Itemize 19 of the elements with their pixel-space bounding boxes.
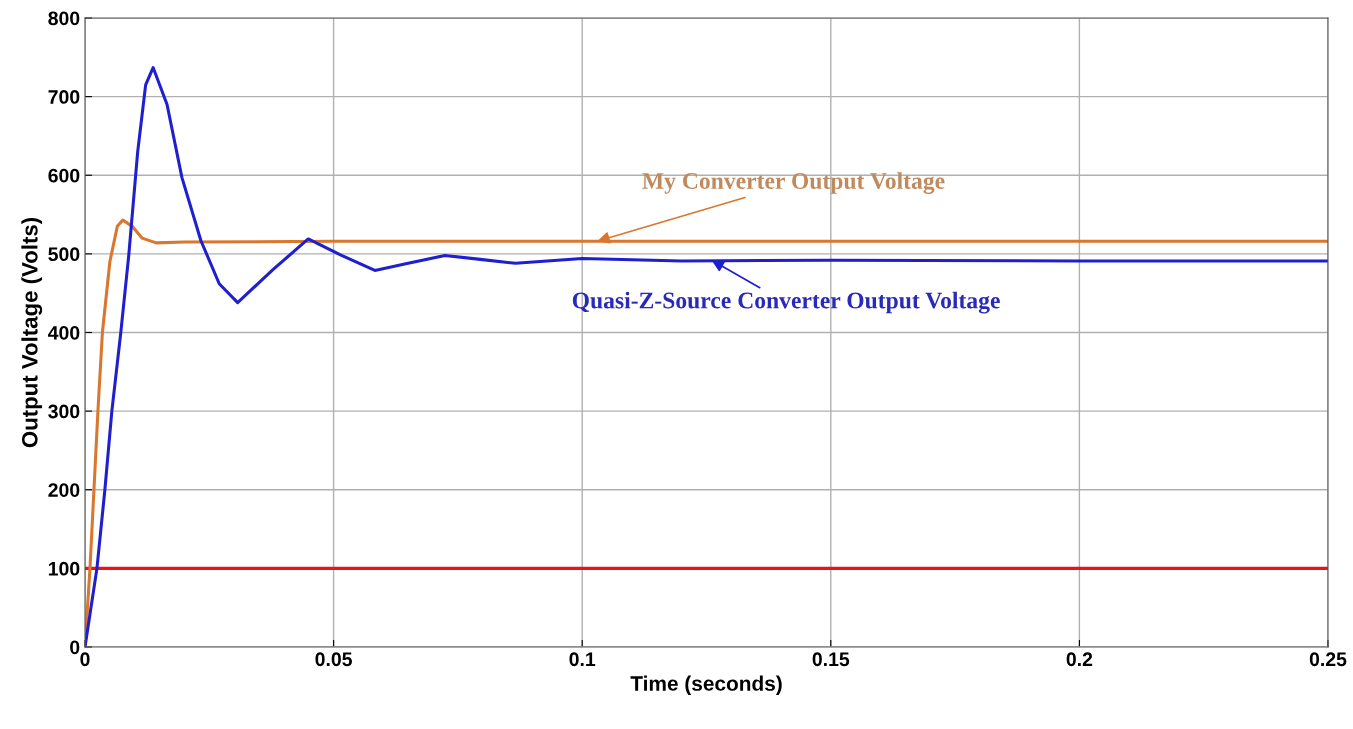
annotation: My Converter Output Voltage [642, 172, 945, 194]
y-tick-label: 300 [48, 404, 80, 419]
y-tick-label: 700 [48, 90, 80, 104]
y-tick-label: 800 [48, 11, 80, 26]
y-tick-label: 200 [48, 483, 80, 497]
y-tick-label: 400 [47, 325, 80, 340]
y-tick-label: 600 [48, 168, 80, 183]
y-tick-label: 500 [48, 247, 80, 262]
annotation: Quasi-Z-Source Converter Output Voltage [572, 291, 1000, 314]
x-tick-label: 0.15 [812, 652, 850, 667]
y-tick-label: 0 [70, 640, 80, 655]
x-axis-title: Time (seconds) [630, 675, 782, 695]
x-tick-label: 0.25 [1309, 652, 1347, 667]
x-tick-label: 0.1 [569, 652, 596, 667]
x-tick-label: 0 [80, 652, 90, 667]
x-tick-label: 0.2 [1066, 652, 1093, 667]
y-tick-label: 100 [48, 561, 80, 576]
y-axis-title: Output Voltage (Volts) [21, 217, 43, 448]
x-tick-label: 0.05 [315, 652, 352, 667]
